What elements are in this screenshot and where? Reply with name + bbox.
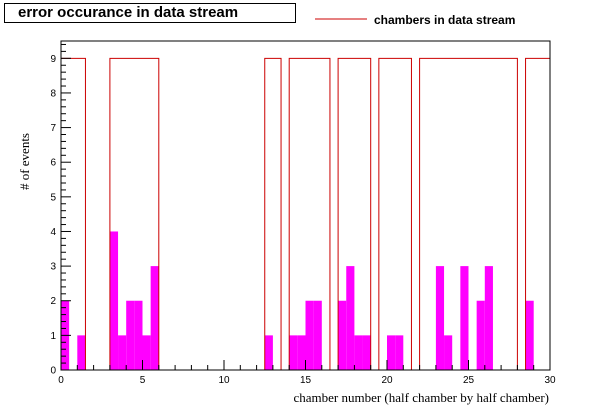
error-bar <box>476 300 485 370</box>
x-axis-title: chamber number (half chamber by half cha… <box>293 390 549 405</box>
y-tick-label: 0 <box>50 366 56 377</box>
error-bar <box>354 335 363 370</box>
y-tick-label: 8 <box>50 88 56 99</box>
x-tick-label: 15 <box>300 375 312 386</box>
error-bar <box>395 335 404 370</box>
error-bar <box>346 266 355 370</box>
chamber-step-line <box>60 57 551 371</box>
error-bar <box>297 335 306 370</box>
y-tick-label: 4 <box>50 227 56 238</box>
error-bar <box>525 300 534 370</box>
chamber-step-layer <box>60 57 551 371</box>
legend-label-chambers: chambers in data stream <box>374 13 515 27</box>
x-tick-label: 30 <box>544 375 556 386</box>
error-bars-layer <box>61 231 534 370</box>
error-bar <box>118 335 127 370</box>
x-tick-label: 10 <box>218 375 230 386</box>
error-bar <box>77 335 86 370</box>
y-tick-label: 1 <box>50 331 56 342</box>
error-bar <box>109 231 119 370</box>
error-bar <box>289 335 298 370</box>
x-tick-label: 20 <box>381 375 393 386</box>
error-bar <box>444 335 453 370</box>
error-bar <box>126 300 135 370</box>
error-bar <box>264 335 273 370</box>
y-tick-label: 3 <box>50 262 56 273</box>
y-axis-title: # of events <box>17 133 32 190</box>
error-bar <box>134 300 143 370</box>
error-bar <box>313 300 322 370</box>
chart-title: error occurance in data stream <box>4 3 296 23</box>
error-bar <box>435 266 445 370</box>
error-bar <box>338 300 347 370</box>
error-bar <box>362 335 371 370</box>
error-bar <box>150 266 159 370</box>
x-tick-label: 5 <box>140 375 146 386</box>
error-bar <box>484 266 493 370</box>
y-tick-label: 5 <box>50 192 56 203</box>
error-bar <box>142 335 151 370</box>
y-tick-label: 7 <box>50 123 56 134</box>
error-bar <box>305 300 314 370</box>
error-bar <box>460 266 469 370</box>
y-axis-ticks: 0 1 2 3 4 5 6 7 8 9 <box>50 43 71 377</box>
x-axis-ticks: 0 5 10 15 20 25 30 <box>58 360 556 386</box>
x-tick-label: 0 <box>58 375 64 386</box>
x-tick-label: 25 <box>463 375 475 386</box>
y-tick-label: 9 <box>50 54 56 65</box>
error-bar <box>387 335 396 370</box>
y-tick-label: 2 <box>50 296 56 307</box>
legend: chambers in data stream <box>315 13 515 27</box>
y-tick-label: 6 <box>50 158 56 169</box>
